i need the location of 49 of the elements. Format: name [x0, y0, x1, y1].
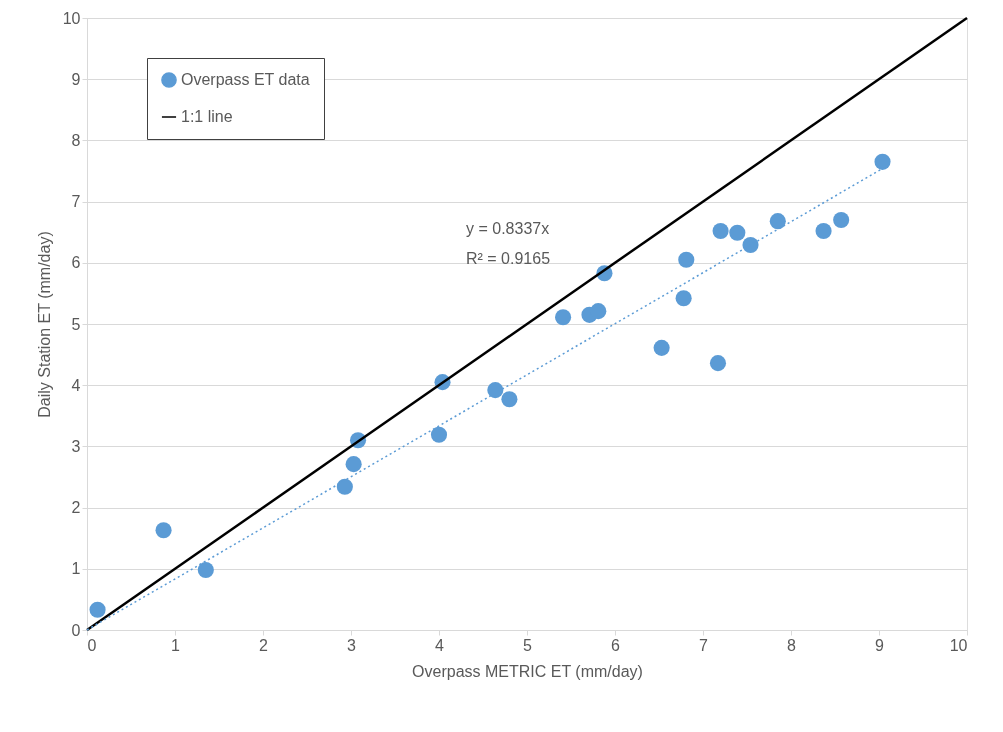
- point: [815, 222, 832, 240]
- x-axis-title: Overpass METRIC ET (mm/day): [412, 662, 643, 680]
- point: [555, 309, 572, 326]
- y-tick-label: 7: [71, 193, 81, 211]
- x-tick-label: 0: [87, 636, 97, 654]
- point: [155, 522, 172, 539]
- y-tick-label: 4: [71, 376, 81, 394]
- x-tick-label: 7: [699, 636, 709, 654]
- x-tick-label: 2: [259, 636, 269, 654]
- y-tick-label: 0: [71, 621, 81, 639]
- y-tick-label: 6: [71, 254, 81, 272]
- point: [487, 382, 504, 399]
- point: [742, 237, 759, 254]
- point: [336, 478, 353, 495]
- annotation: R² = 0.9165: [466, 250, 551, 267]
- point: [729, 224, 746, 241]
- point: [833, 211, 850, 229]
- x-tick-label: 8: [787, 636, 797, 654]
- point: [197, 561, 214, 579]
- point: [89, 601, 106, 618]
- point: [501, 391, 518, 408]
- y-tick-label: 3: [71, 437, 81, 455]
- point: [709, 355, 727, 372]
- annotation: y = 0.8337x: [466, 220, 550, 237]
- point: [769, 213, 786, 230]
- point: [345, 456, 362, 473]
- y-tick-label: 10: [62, 9, 81, 27]
- point: [712, 222, 729, 240]
- x-tick-label: 10: [949, 636, 968, 654]
- y-axis-title: Daily Station ET (mm/day): [35, 231, 53, 418]
- y-tick-label: 9: [71, 70, 81, 88]
- x-tick-label: 1: [171, 636, 181, 654]
- legend-label: 1:1 line: [181, 108, 233, 125]
- legend-label: Overpass ET data: [181, 71, 310, 88]
- point: [678, 251, 695, 268]
- point: [675, 290, 692, 307]
- x-tick-label: 4: [435, 636, 445, 654]
- x-tick-label: 5: [523, 636, 533, 654]
- point: [653, 339, 670, 356]
- point: [874, 153, 891, 170]
- y-tick-label: 1: [71, 560, 81, 578]
- y-tick-label: 8: [71, 131, 81, 149]
- x-tick-label: 6: [611, 636, 621, 654]
- y-tick-label: 5: [71, 315, 81, 333]
- x-tick-label: 9: [875, 636, 885, 654]
- point: [590, 303, 607, 320]
- x-tick-label: 3: [347, 636, 357, 654]
- y-tick-label: 2: [71, 499, 81, 517]
- point: [430, 426, 448, 443]
